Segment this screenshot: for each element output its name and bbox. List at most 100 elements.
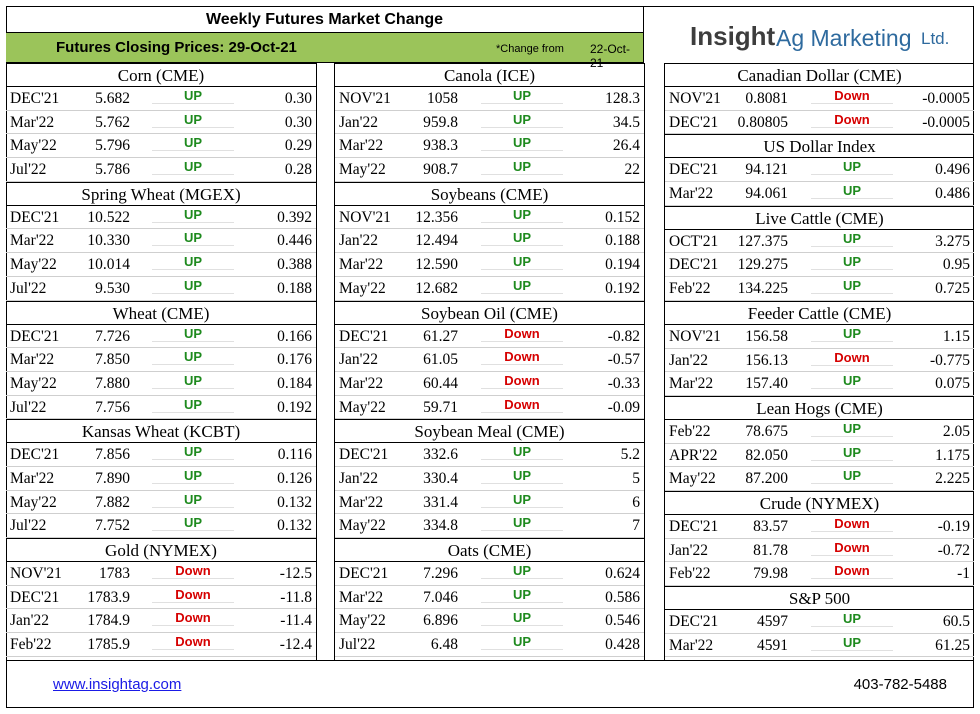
contract-month: May'22 [339,161,386,179]
change-from-label: *Change from [496,43,564,55]
closing-price: 7.752 [95,517,130,535]
logo-ltd: Ltd. [921,29,950,48]
contract-row: Mar'22 10.330 UP 0.446 [6,229,316,254]
price-change: 0.152 [605,208,640,226]
price-change: 0.132 [277,493,312,511]
contract-month: Mar'22 [669,636,714,654]
closing-price: 157.40 [745,375,788,393]
direction-indicator: UP [152,444,234,461]
contract-row: Mar'22 938.3 UP 26.4 [335,134,644,159]
closing-price: 938.3 [423,137,458,155]
contract-row: DEC'21 7.726 UP 0.166 [6,325,316,349]
price-change: -0.57 [607,351,640,369]
direction-indicator: UP [481,207,563,223]
price-change: 0.126 [277,469,312,487]
direction-indicator: Down [811,540,893,556]
price-change: 5.2 [620,446,640,464]
direction-indicator: Down [481,349,563,366]
price-change: 0.192 [605,279,640,297]
website-link[interactable]: www.insightag.com [53,676,182,693]
price-change: 60.5 [942,613,970,630]
closing-price: 1783 [99,565,130,582]
price-change: -0.82 [607,327,640,345]
direction-indicator: UP [481,515,563,532]
closing-price: 83.57 [753,517,788,535]
column-divider [316,63,317,660]
contract-row: Jul'22 7.752 UP 0.132 [6,514,316,538]
contract-month: OCT'21 [669,232,719,250]
contract-row: May'22 6.896 UP 0.546 [335,609,644,634]
price-change: -12.5 [279,565,312,582]
closing-price: 156.13 [745,351,788,369]
price-change: 128.3 [605,90,640,107]
logo-insight: Insight [690,21,776,51]
contract-month: Jan'22 [669,351,708,369]
closing-price: 10.014 [87,256,130,274]
contract-row: Feb'22 1785.9 Down -12.4 [6,633,316,657]
price-change: 26.4 [612,137,640,155]
company-logo: Insight Ag Marketing Ltd. [645,7,974,63]
price-change: 7 [632,517,640,535]
price-change: -11.4 [280,612,312,630]
contract-month: NOV'21 [10,565,62,582]
contract-row: DEC'21 10.522 UP 0.392 [6,206,316,230]
closing-price: 12.682 [415,279,458,297]
closing-price: 6.48 [430,636,458,654]
contract-row: Feb'22 79.98 Down -1 [665,562,974,586]
direction-indicator: UP [152,326,234,342]
closing-price: 7.726 [95,327,130,345]
contract-month: Feb'22 [10,636,52,654]
section-header: Corn (CME) [6,63,316,87]
closing-price: 7.046 [423,588,458,606]
direction-indicator: UP [481,492,563,508]
contract-month: Feb'22 [669,280,711,298]
price-change: -0.19 [937,517,970,535]
contract-month: Mar'22 [339,588,384,606]
direction-indicator: Down [811,563,893,580]
contract-month: NOV'21 [669,90,721,107]
contract-month: DEC'21 [10,588,60,606]
price-change: 0.188 [605,232,640,250]
direction-indicator: UP [481,278,563,294]
price-change: 0.486 [935,185,970,203]
price-change: -0.33 [607,374,640,392]
contract-row: NOV'21 156.58 UP 1.15 [665,325,974,349]
contract-row: Mar'22 331.4 UP 6 [335,491,644,515]
contract-row: May'22 10.014 UP 0.388 [6,253,316,277]
contract-row: Mar'22 4591 UP 61.25 [665,634,974,658]
price-change: 0.392 [277,208,312,226]
closing-price: 60.44 [423,374,458,392]
closing-price: 331.4 [423,493,458,511]
contract-month: May'22 [339,279,386,297]
contract-month: Mar'22 [10,113,55,131]
contract-month: DEC'21 [669,517,719,535]
direction-indicator: UP [811,445,893,461]
contract-month: May'22 [10,137,57,155]
contract-row: Mar'22 157.40 UP 0.075 [665,372,974,396]
contract-month: Jan'22 [339,232,378,250]
contract-month: Jul'22 [10,279,47,297]
price-change: 0.586 [605,588,640,606]
closing-price: 10.330 [87,232,130,250]
price-change: 0.184 [277,374,312,392]
direction-indicator: UP [481,468,563,484]
direction-indicator: UP [152,349,234,366]
contract-row: APR'22 82.050 UP 1.175 [665,444,974,468]
direction-indicator: UP [811,373,893,390]
contract-month: May'22 [339,517,386,535]
closing-price: 61.05 [423,351,458,369]
price-change: 0.546 [605,612,640,630]
contract-row: DEC'21 5.682 UP 0.30 [6,87,316,111]
contract-row: May'22 5.796 UP 0.29 [6,134,316,159]
closing-price: 7.882 [95,493,130,511]
price-change: 0.132 [277,517,312,535]
price-change: 0.192 [277,398,312,416]
price-change: 0.388 [277,256,312,274]
contract-row: DEC'21 4597 UP 60.5 [665,610,974,634]
closing-price: 7.856 [95,446,130,464]
contract-row: Jul'22 9.530 UP 0.188 [6,277,316,301]
closing-price: 908.7 [423,161,458,179]
contract-row: OCT'21 127.375 UP 3.275 [665,230,974,254]
price-change: 0.30 [284,90,312,107]
direction-indicator: UP [152,230,234,247]
